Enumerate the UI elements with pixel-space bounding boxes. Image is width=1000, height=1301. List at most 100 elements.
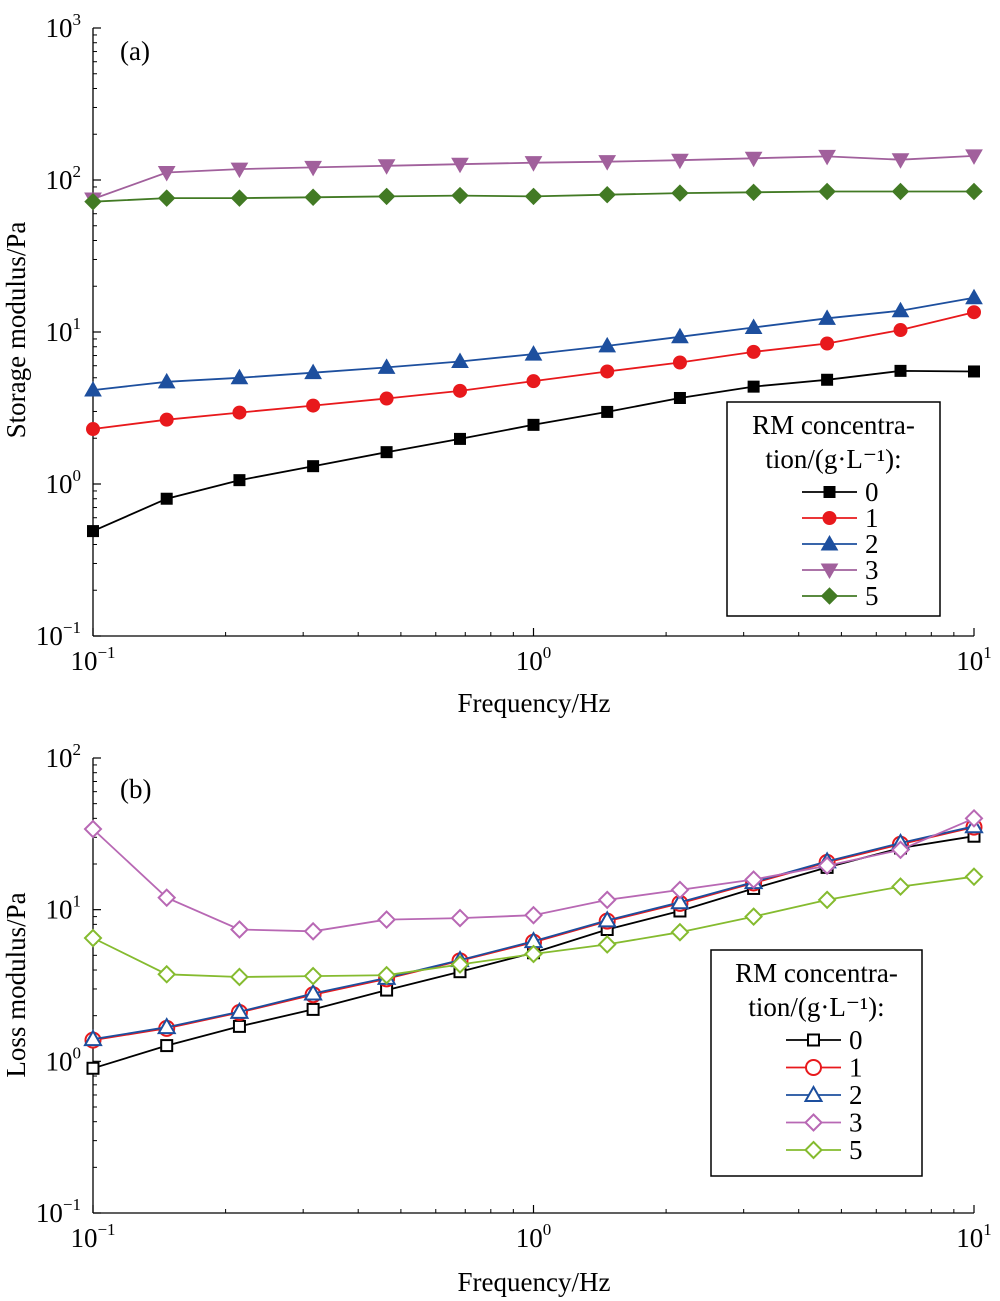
data-point [818, 309, 836, 325]
data-point [306, 1002, 320, 1016]
legend-item-3: 3 [786, 1108, 863, 1138]
data-point [964, 867, 984, 887]
data-point [229, 1001, 250, 1019]
legend-label: 3 [865, 555, 879, 585]
data-point [159, 412, 174, 427]
data-point [893, 323, 908, 338]
data-point [744, 318, 763, 335]
data-point [967, 305, 981, 320]
data-point [230, 967, 249, 987]
data-point [377, 910, 397, 930]
data-point [891, 301, 910, 318]
data-point [156, 1017, 177, 1035]
data-point [821, 373, 834, 386]
legend-item-1: 1 [802, 503, 879, 533]
data-point [673, 391, 686, 404]
data-point [891, 840, 910, 860]
legend-label: 0 [849, 1025, 863, 1055]
data-point [454, 432, 467, 445]
data-point [524, 345, 543, 361]
data-point [84, 192, 102, 211]
data-point [527, 418, 540, 431]
data-point [83, 1029, 103, 1047]
data-point [670, 892, 690, 910]
x-tick-label: 10−1 [70, 1220, 115, 1253]
data-point [450, 908, 470, 928]
legend-label: 5 [865, 581, 879, 611]
data-point [232, 1019, 246, 1033]
data-point [451, 157, 469, 174]
legend-marker [820, 563, 839, 580]
y-tick-label: 100 [46, 466, 82, 499]
data-point [746, 344, 761, 359]
legend-marker [823, 486, 836, 498]
data-point [671, 327, 689, 344]
data-point [670, 880, 690, 900]
legend-item-0: 0 [802, 477, 879, 507]
data-point [160, 492, 173, 505]
data-point [597, 890, 617, 910]
x-tick-label: 101 [956, 643, 992, 676]
y-tick-label: 102 [46, 162, 82, 195]
x-axis-title: Frequency/Hz [458, 688, 611, 718]
legend-label: 5 [849, 1135, 863, 1165]
series-1 [86, 305, 981, 437]
data-point [817, 856, 837, 876]
legend-title: tion/(g·L⁻¹): [748, 992, 884, 1022]
data-point [304, 188, 322, 206]
legend-item-1: 1 [786, 1053, 863, 1083]
y-tick-label: 101 [46, 892, 82, 925]
data-point [597, 910, 617, 928]
data-point [157, 888, 177, 908]
data-point [303, 921, 323, 941]
legend-item-5: 5 [802, 581, 879, 611]
data-point [600, 364, 615, 379]
data-point [744, 151, 763, 168]
data-point [157, 189, 176, 207]
legend-label: 1 [865, 503, 879, 533]
legend-marker [805, 1059, 822, 1076]
legend-title: RM concentra- [752, 410, 915, 440]
data-point [672, 355, 687, 370]
data-point [230, 920, 249, 939]
data-point [891, 153, 910, 169]
legend-item-0: 0 [786, 1025, 863, 1055]
data-point [598, 186, 616, 204]
data-point [524, 156, 543, 172]
series-5 [83, 867, 984, 987]
data-point [526, 374, 541, 389]
data-point [524, 944, 543, 964]
data-point [377, 358, 396, 374]
legend-box [726, 401, 941, 617]
y-tick-label: 103 [46, 10, 82, 43]
data-point [818, 149, 836, 166]
data-point [86, 1061, 100, 1075]
data-point [965, 288, 983, 305]
data-point [230, 162, 249, 179]
data-point [307, 460, 320, 473]
legend-marker [820, 587, 839, 605]
legend-item-2: 2 [802, 529, 879, 559]
data-point [671, 153, 689, 170]
data-point [744, 870, 764, 889]
y-axis-title: Loss modulus/Pa [1, 892, 31, 1077]
legend-label: 1 [849, 1053, 863, 1083]
panel-label: (b) [120, 774, 151, 804]
y-tick-label: 10−1 [36, 1195, 81, 1228]
data-point [377, 965, 397, 985]
series-3 [83, 808, 984, 941]
y-tick-label: 10−1 [36, 618, 81, 651]
data-point [230, 368, 249, 385]
data-point [450, 955, 470, 974]
legend-title: tion/(g·L⁻¹): [765, 444, 901, 474]
x-axis-title: Frequency/Hz [458, 1267, 611, 1297]
data-point [304, 363, 322, 380]
data-point [380, 446, 393, 459]
legend-item-5: 5 [786, 1135, 863, 1165]
data-point [747, 380, 760, 393]
data-point [670, 922, 690, 942]
series-5 [84, 182, 983, 211]
data-point [817, 890, 837, 910]
